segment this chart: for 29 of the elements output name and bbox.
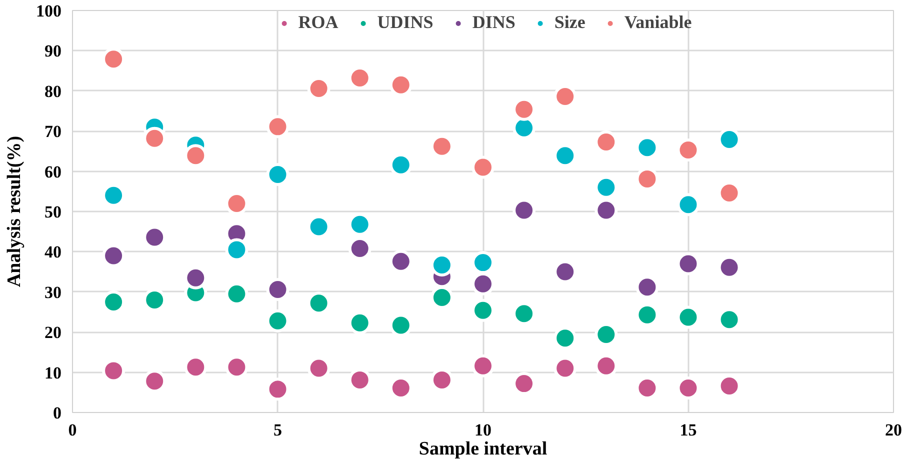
y-tick-label: 60 — [44, 162, 62, 182]
x-tick-label: 10 — [474, 420, 492, 440]
y-tick-label: 90 — [44, 42, 62, 61]
point — [266, 163, 290, 186]
legend-label: DINS — [472, 12, 516, 33]
x-tick-label: 0 — [68, 420, 77, 440]
y-tick-label: 40 — [44, 242, 62, 262]
y-axis-title: Analysis result(%) — [4, 136, 25, 288]
y-tick-label: 50 — [44, 202, 62, 222]
y-tick-label: 80 — [44, 82, 62, 101]
y-tick-label: 100 — [36, 2, 62, 20]
legend-label: Vaniable — [624, 12, 692, 33]
y-tick-label: 20 — [44, 323, 62, 342]
x-axis-title: Sample interval — [418, 438, 548, 460]
legend-label: Size — [554, 12, 586, 33]
point — [472, 354, 494, 378]
y-tick-label: 0 — [53, 404, 62, 422]
legend-label: ROA — [298, 12, 338, 33]
x-tick-label: 20 — [885, 420, 902, 440]
y-tick-label: 10 — [44, 363, 62, 382]
y-tick-label: 70 — [44, 122, 62, 142]
point — [266, 115, 290, 138]
x-tick-label: 15 — [680, 420, 697, 440]
legend-label: UDINS — [377, 12, 434, 33]
point — [676, 193, 700, 216]
x-tick-label: 5 — [274, 420, 282, 440]
point — [472, 156, 494, 179]
point — [266, 278, 290, 301]
y-tick-label: 30 — [44, 282, 62, 302]
